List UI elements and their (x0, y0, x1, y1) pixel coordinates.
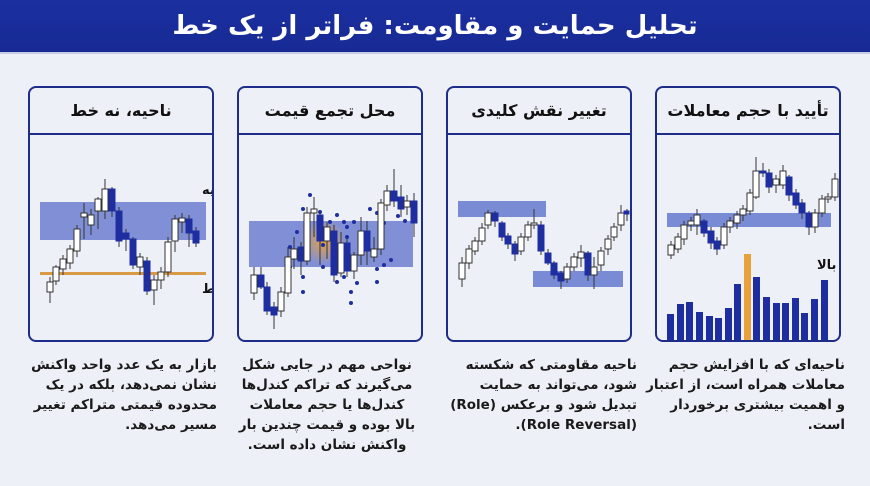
high-volume-bar (744, 254, 751, 340)
high-volume-label: حجم بالا (817, 258, 841, 273)
confirmed-zone (667, 213, 831, 227)
zone-label: ناحیه (202, 183, 214, 198)
card-title: تأیید با حجم معاملات (657, 88, 839, 135)
header-banner: تحلیل حمایت و مقاومت: فراتر از یک خط (0, 0, 870, 54)
line-level (40, 272, 206, 275)
support-zone (533, 271, 623, 287)
role-reversal-chart (458, 201, 630, 289)
description-zone-not-line: بازار به یک عدد واحد واکنش نشان نمی‌دهد،… (31, 357, 217, 433)
card-title: ناحیه، نه خط (30, 88, 212, 135)
description-volume-confirmation: ناحیه‌ای که با افزایش حجم معاملات همراه … (646, 357, 845, 433)
card-title: محل تجمع قیمت (239, 88, 421, 135)
card-volume-confirmation: تأیید با حجم معاملات (655, 86, 841, 342)
price-cluster-chart (249, 169, 418, 329)
volume-confirmation-chart: حجم بالا (667, 157, 841, 340)
description-price-cluster: نواحی مهم در جایی شکل می‌گیرند که تراکم … (238, 357, 416, 453)
card-price-cluster: محل تجمع قیمت (237, 86, 423, 342)
card-zone-not-line: ناحیه، نه خط (28, 86, 214, 342)
zone-vs-line-chart: ناحیه خط (40, 179, 214, 305)
volume-bars (667, 254, 828, 340)
card-title: تغییر نقش کلیدی (448, 88, 630, 135)
page-title: تحلیل حمایت و مقاومت: فراتر از یک خط (172, 11, 698, 41)
resistance-zone (458, 201, 546, 217)
description-role-reversal: ناحیه مقاومتی که شکسته شود، می‌تواند به … (450, 357, 637, 433)
card-role-reversal: تغییر نقش کلیدی (446, 86, 632, 342)
line-label: خط (202, 282, 214, 297)
